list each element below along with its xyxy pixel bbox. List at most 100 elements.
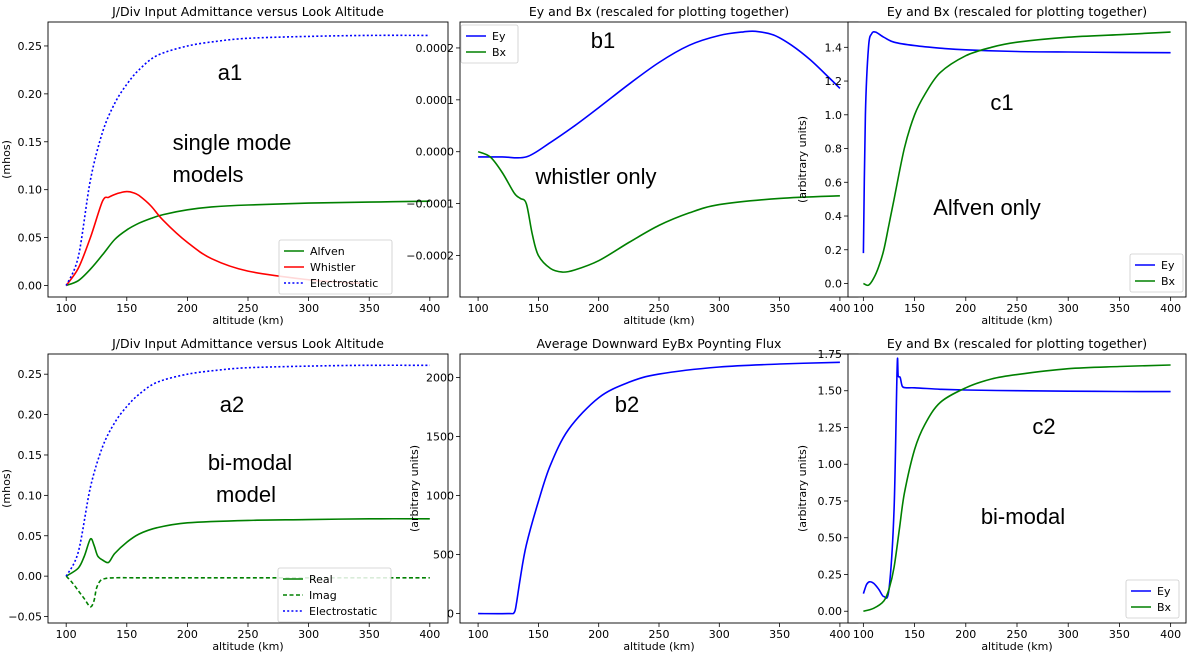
series-line-b1-ey <box>478 30 841 159</box>
y-axis-label-b2: (arbitrary units) <box>408 445 421 532</box>
x-tick-label: 300 <box>298 628 319 641</box>
series-line-c1-ey <box>862 30 1171 254</box>
chart-title-b2: Average Downward EyBx Poynting Flux <box>537 336 782 351</box>
legend-box <box>1129 253 1184 293</box>
annotation-a1: models <box>173 162 244 187</box>
y-tick-label: 0.00 <box>18 570 43 583</box>
series-line-a2-imag <box>65 575 430 608</box>
legend-b1: Ey Bx <box>460 24 519 64</box>
x-tick-label: 200 <box>588 628 609 641</box>
x-tick-label: 250 <box>238 628 259 641</box>
y-tick-label: 1.25 <box>818 421 843 434</box>
series-line-a2-real <box>65 517 430 577</box>
y-tick-label: 0.20 <box>18 409 43 422</box>
y-tick-label: 1500 <box>426 431 454 444</box>
y-tick-label: 0.4 <box>825 210 843 223</box>
y-tick-label: 0.05 <box>18 530 43 543</box>
chart-title-c1: Ey and Bx (rescaled for plotting togethe… <box>887 4 1147 19</box>
legend-label: Bx <box>1157 601 1172 614</box>
legend-label: Imag <box>309 589 337 602</box>
y-tick-label: 0.10 <box>18 184 43 197</box>
chart-title-c2: Ey and Bx (rescaled for plotting togethe… <box>887 336 1147 351</box>
legend-label: Bx <box>492 46 507 59</box>
x-tick-label: 100 <box>468 302 489 315</box>
y-tick-label: 0.0000 <box>416 146 455 159</box>
x-tick-label: 100 <box>853 628 874 641</box>
y-tick-label: 0.00 <box>818 605 843 618</box>
annotation-a2: bi-modal <box>208 450 292 475</box>
x-tick-label: 100 <box>468 628 489 641</box>
x-tick-label: 150 <box>904 302 925 315</box>
legend-box <box>278 239 393 295</box>
y-tick-label: 1.4 <box>825 41 843 54</box>
chart-panel-c1: Ey and Bx (rescaled for plotting togethe… <box>796 4 1187 327</box>
y-axis-label-c2: (arbitrary units) <box>796 445 809 532</box>
y-tick-label: −0.0002 <box>406 249 454 262</box>
x-tick-label: 250 <box>649 302 670 315</box>
x-tick-label: 100 <box>853 302 874 315</box>
plot-area-b1 <box>459 21 859 298</box>
y-tick-label: 0.75 <box>818 495 843 508</box>
y-tick-label: 0.10 <box>18 489 43 502</box>
y-tick-label: 0.0 <box>825 278 843 291</box>
x-tick-label: 350 <box>1109 628 1130 641</box>
x-tick-label: 350 <box>769 628 790 641</box>
x-tick-label: 350 <box>769 302 790 315</box>
y-axis-label-a2: (mhos) <box>0 469 13 508</box>
legend-c2: Ey Bx <box>1125 579 1180 619</box>
series-line-a2-electrostatic <box>65 364 430 577</box>
x-axis-label-c2: altitude (km) <box>981 640 1052 653</box>
y-tick-label: 1.00 <box>818 458 843 471</box>
legend-a1: Alfven Whistler Electrostatic <box>278 239 393 295</box>
y-tick-label: 0.15 <box>18 136 43 149</box>
y-tick-label: 500 <box>433 549 454 562</box>
x-tick-label: 150 <box>904 628 925 641</box>
x-tick-label: 150 <box>528 628 549 641</box>
x-tick-label: 200 <box>955 302 976 315</box>
legend-box <box>1125 579 1180 619</box>
y-tick-label: 0.15 <box>18 449 43 462</box>
series-line-a1-whistler <box>65 190 370 286</box>
legend-label: Ey <box>492 30 506 43</box>
annotation-c2: c2 <box>1032 414 1055 439</box>
y-tick-label: 0.00 <box>18 280 43 293</box>
chart-title-a2: J/Div Input Admittance versus Look Altit… <box>111 336 384 351</box>
y-tick-label: 0.50 <box>818 532 843 545</box>
chart-panel-b2: Average Downward EyBx Poynting Flux 100 15… <box>408 336 859 653</box>
x-axis-label-b1: altitude (km) <box>623 314 694 327</box>
x-tick-label: 300 <box>298 302 319 315</box>
x-tick-label: 300 <box>709 302 730 315</box>
x-tick-label: 250 <box>238 302 259 315</box>
y-tick-label: 1000 <box>426 490 454 503</box>
annotation-c1: Alfven only <box>933 195 1041 220</box>
legend-a2: Real Imag Electrostatic <box>277 567 392 623</box>
legend-label: Bx <box>1161 275 1176 288</box>
x-tick-label: 400 <box>1160 628 1181 641</box>
y-tick-label: 1.2 <box>825 75 843 88</box>
y-tick-label: 0.20 <box>18 88 43 101</box>
series-line-a1-electrostatic <box>65 34 430 286</box>
x-tick-label: 200 <box>177 628 198 641</box>
x-axis-label-c1: altitude (km) <box>981 314 1052 327</box>
annotation-a1: single mode <box>173 130 292 155</box>
y-axis-label-c1: (arbitrary units) <box>796 116 809 203</box>
legend-label: Electrostatic <box>309 605 377 618</box>
legend-box <box>277 567 392 623</box>
series-line-c1-bx <box>863 31 1171 287</box>
legend-box <box>460 24 519 64</box>
annotation-c2: bi-modal <box>981 504 1065 529</box>
x-tick-label: 400 <box>829 302 850 315</box>
plot-area-c1 <box>847 21 1187 298</box>
y-tick-label: 0.25 <box>18 40 43 53</box>
plot-area-c2 <box>847 353 1187 624</box>
x-tick-label: 100 <box>56 302 77 315</box>
x-tick-label: 250 <box>649 628 670 641</box>
annotation-c1: c1 <box>990 90 1013 115</box>
legend-label: Ey <box>1157 585 1171 598</box>
y-tick-label: 0.8 <box>825 143 843 156</box>
x-tick-label: 250 <box>1007 302 1028 315</box>
x-tick-label: 200 <box>588 302 609 315</box>
y-tick-label: 1.0 <box>825 109 843 122</box>
x-tick-label: 350 <box>359 628 380 641</box>
